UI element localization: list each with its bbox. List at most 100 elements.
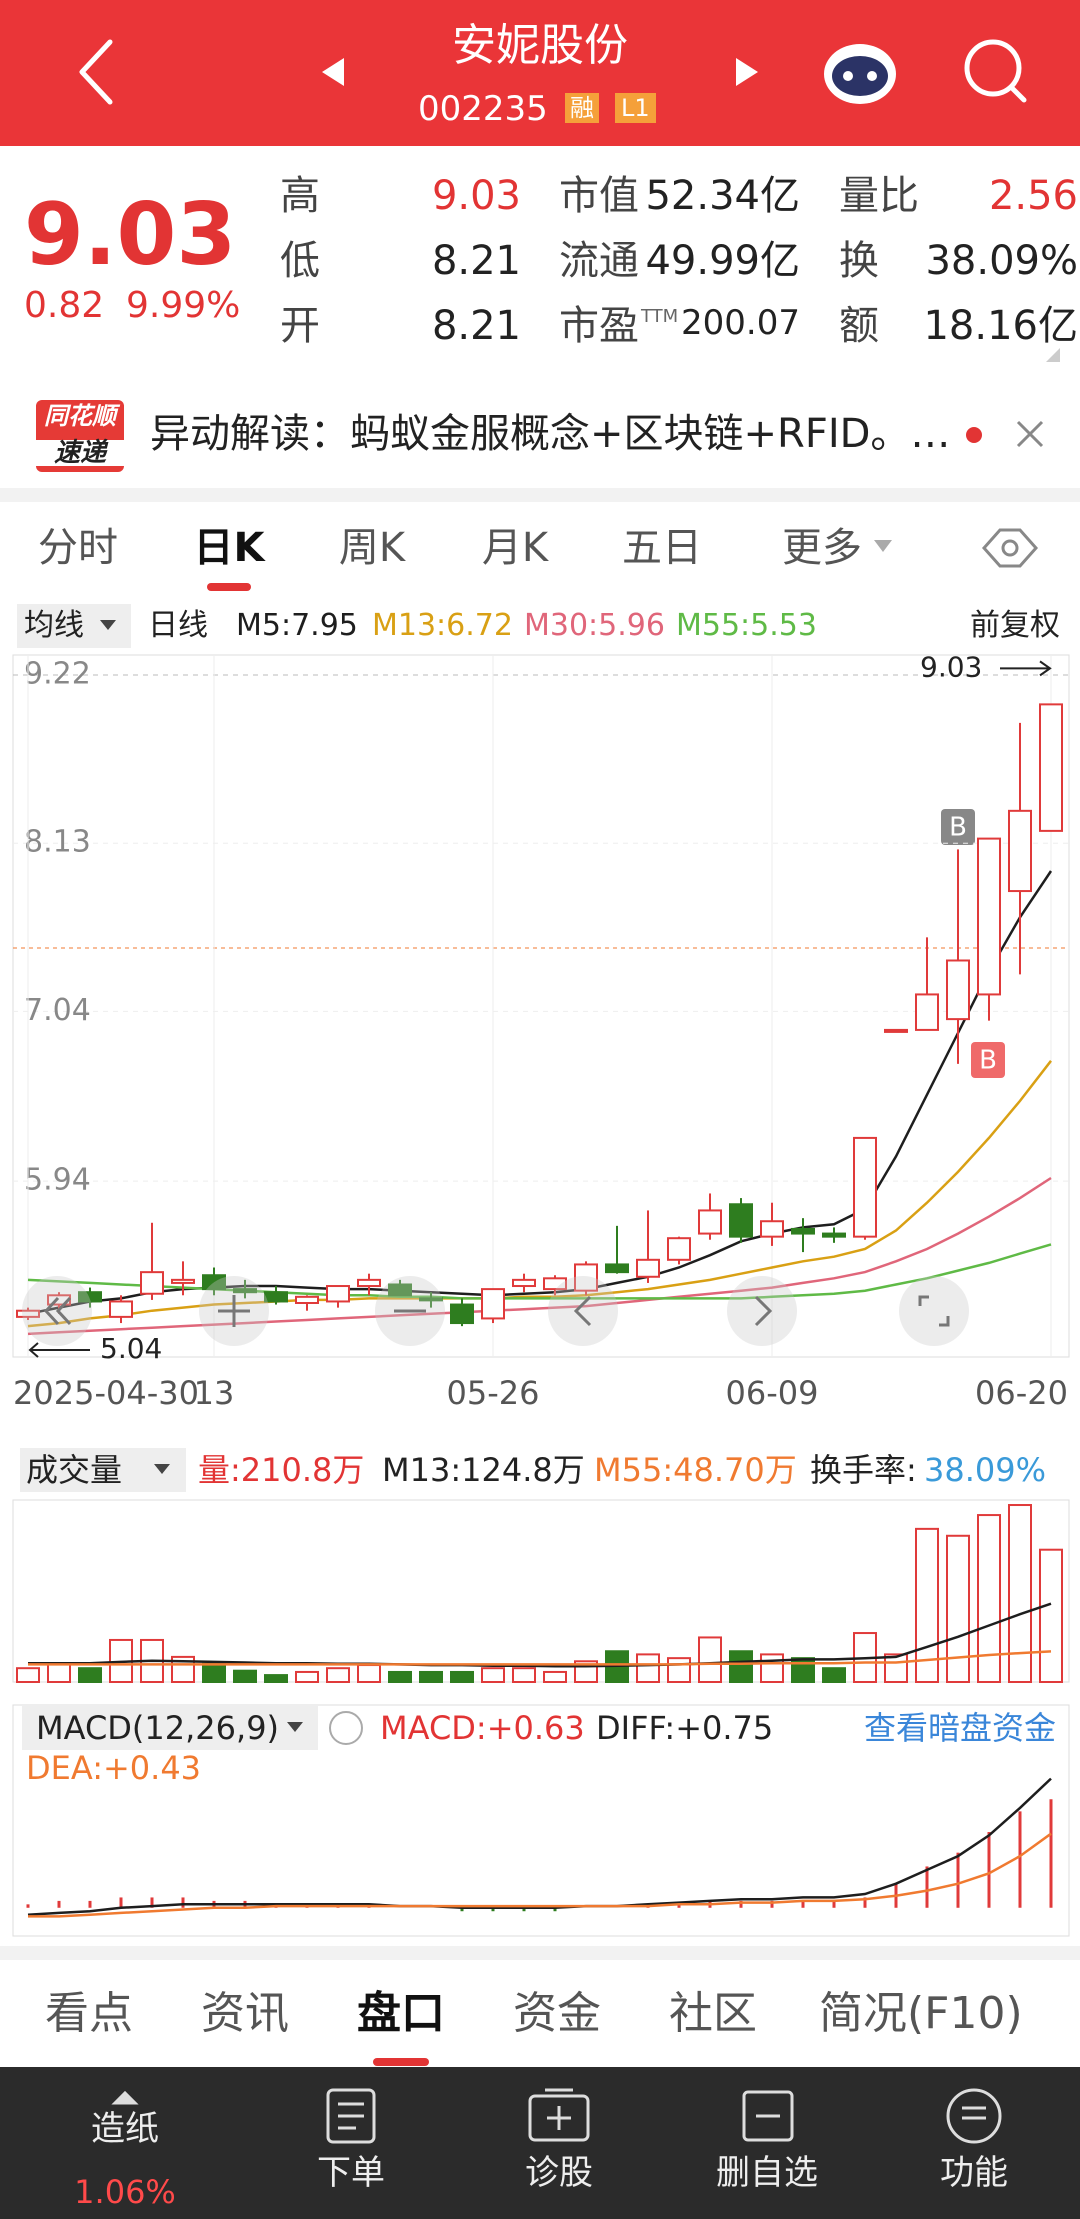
corner — [1046, 348, 1060, 362]
volume-selector-bg[interactable] — [20, 1448, 186, 1492]
fullscreen[interactable] — [899, 1276, 969, 1346]
candle-body — [698, 1209, 722, 1235]
volume-bar — [636, 1653, 660, 1684]
chart-tab[interactable]: 分时 — [38, 525, 118, 571]
change-pct: 9.99% — [126, 285, 241, 326]
volume-bar — [357, 1664, 381, 1684]
detail-tab[interactable]: 看点 — [45, 1988, 133, 2039]
volume-bar — [326, 1667, 350, 1684]
chart-tab[interactable]: 月K — [481, 525, 549, 571]
candle-body — [326, 1285, 350, 1303]
detail-tab[interactable]: 资金 — [513, 1988, 601, 2039]
series-line — [27, 870, 1053, 1316]
robot-icon[interactable] — [824, 44, 896, 104]
badge: 融 — [565, 93, 599, 123]
news-text[interactable]: 异动解读：蚂蚁金服概念+区块链+RFID。… — [150, 411, 951, 457]
volume-bar — [698, 1636, 722, 1684]
ma-selector[interactable]: 均线 — [24, 608, 84, 643]
dark-pool-link[interactable]: 查看暗盘资金 — [863, 1709, 1056, 1747]
quote-label: 换 — [839, 238, 879, 284]
ma-legend-item: M55:5.53 — [676, 608, 817, 643]
detail-tab[interactable]: 社区 — [669, 1988, 757, 2039]
volume-title[interactable]: 成交量 — [26, 1451, 123, 1489]
detail-tab[interactable]: 资讯 — [201, 1988, 289, 2039]
search-icon[interactable] — [964, 39, 1022, 97]
y-tick-label: 7.04 — [24, 993, 91, 1028]
quote-label: 开 — [280, 303, 320, 349]
ma-selector-bg[interactable] — [17, 604, 131, 648]
pan-right[interactable] — [727, 1276, 797, 1346]
detail-tab[interactable]: 盘口 — [357, 1988, 445, 2039]
signal-label: B — [949, 813, 967, 843]
next-icon[interactable] — [736, 58, 758, 86]
vol-ma55: M55:48.70万 — [594, 1451, 797, 1489]
candle-body — [109, 1300, 133, 1318]
candle-body — [1008, 809, 1032, 893]
detail-tab[interactable]: 简况(F10) — [819, 1988, 1023, 2039]
volume-bar — [450, 1670, 474, 1683]
chart-tab[interactable]: 更多 — [782, 525, 862, 571]
signal-badge — [941, 809, 975, 845]
y-tick-label: 8.13 — [24, 825, 91, 860]
quote-label: 市值 — [559, 173, 639, 219]
volume-bar — [884, 1653, 908, 1684]
volume-bar — [295, 1670, 319, 1683]
candle-body — [450, 1303, 474, 1325]
turnover: 38.09% — [924, 1451, 1047, 1489]
chart-tab[interactable]: 日K — [193, 525, 265, 571]
settings-icon[interactable] — [981, 528, 1039, 568]
candle-body — [357, 1278, 381, 1288]
adjust[interactable]: 前复权 — [970, 608, 1060, 643]
nav-sub: 1.06% — [74, 2173, 176, 2211]
volume-bar — [233, 1669, 257, 1684]
volume-bar — [202, 1662, 226, 1684]
quote-label: 流通 — [559, 238, 639, 284]
volume-bar — [791, 1657, 815, 1684]
candle-body — [1039, 703, 1063, 832]
nav-label[interactable]: 删自选 — [716, 2153, 818, 2193]
nav-label[interactable]: 下单 — [317, 2153, 385, 2193]
candle-body — [884, 1028, 908, 1033]
close-icon[interactable] — [1016, 420, 1044, 448]
quote-value: 8.21 — [431, 238, 521, 284]
control-glyphs — [43, 1295, 950, 1327]
candle-body — [16, 1309, 40, 1318]
help-icon[interactable] — [329, 1711, 363, 1745]
volume-label: 量:210.8万 — [198, 1451, 365, 1489]
macd-panel — [12, 1704, 1070, 1937]
separator — [0, 488, 1080, 502]
volume-bar — [543, 1670, 567, 1683]
x-tick-label: 13 — [194, 1374, 235, 1412]
candle-body — [667, 1237, 691, 1261]
prev-icon[interactable] — [322, 58, 344, 86]
candle-body — [729, 1203, 753, 1238]
signal-badge — [971, 1042, 1005, 1078]
chart-tab[interactable]: 周K — [338, 525, 406, 571]
candle-body — [512, 1278, 536, 1288]
series-line — [28, 1602, 1052, 1668]
max-label: 9.03 — [920, 650, 982, 683]
tab-indicator — [373, 2058, 429, 2066]
header — [0, 0, 1080, 146]
macd-title[interactable]: MACD(12,26,9) — [36, 1709, 280, 1747]
nav-label[interactable]: 造纸 — [91, 2109, 159, 2149]
max-arrow — [1000, 660, 1052, 677]
macd-selector-bg[interactable] — [22, 1706, 318, 1750]
series-line — [27, 1060, 1052, 1328]
min-arrow — [28, 1342, 90, 1358]
quote-value: 18.16亿 — [923, 303, 1078, 349]
quote-label: 额 — [839, 303, 879, 349]
candle-body — [481, 1288, 505, 1320]
pan-left[interactable] — [548, 1276, 618, 1346]
candle-body — [791, 1227, 815, 1235]
more-arrow — [874, 540, 892, 552]
price-panel — [12, 654, 1070, 1358]
candle-body — [636, 1258, 660, 1278]
series-line — [27, 1777, 1052, 1916]
volume-bar — [78, 1667, 102, 1684]
chart-tab[interactable]: 五日 — [622, 525, 702, 571]
nav-label[interactable]: 功能 — [940, 2153, 1008, 2193]
back-icon[interactable] — [79, 39, 113, 105]
tab-indicator — [207, 583, 251, 591]
nav-label[interactable]: 诊股 — [525, 2153, 593, 2193]
